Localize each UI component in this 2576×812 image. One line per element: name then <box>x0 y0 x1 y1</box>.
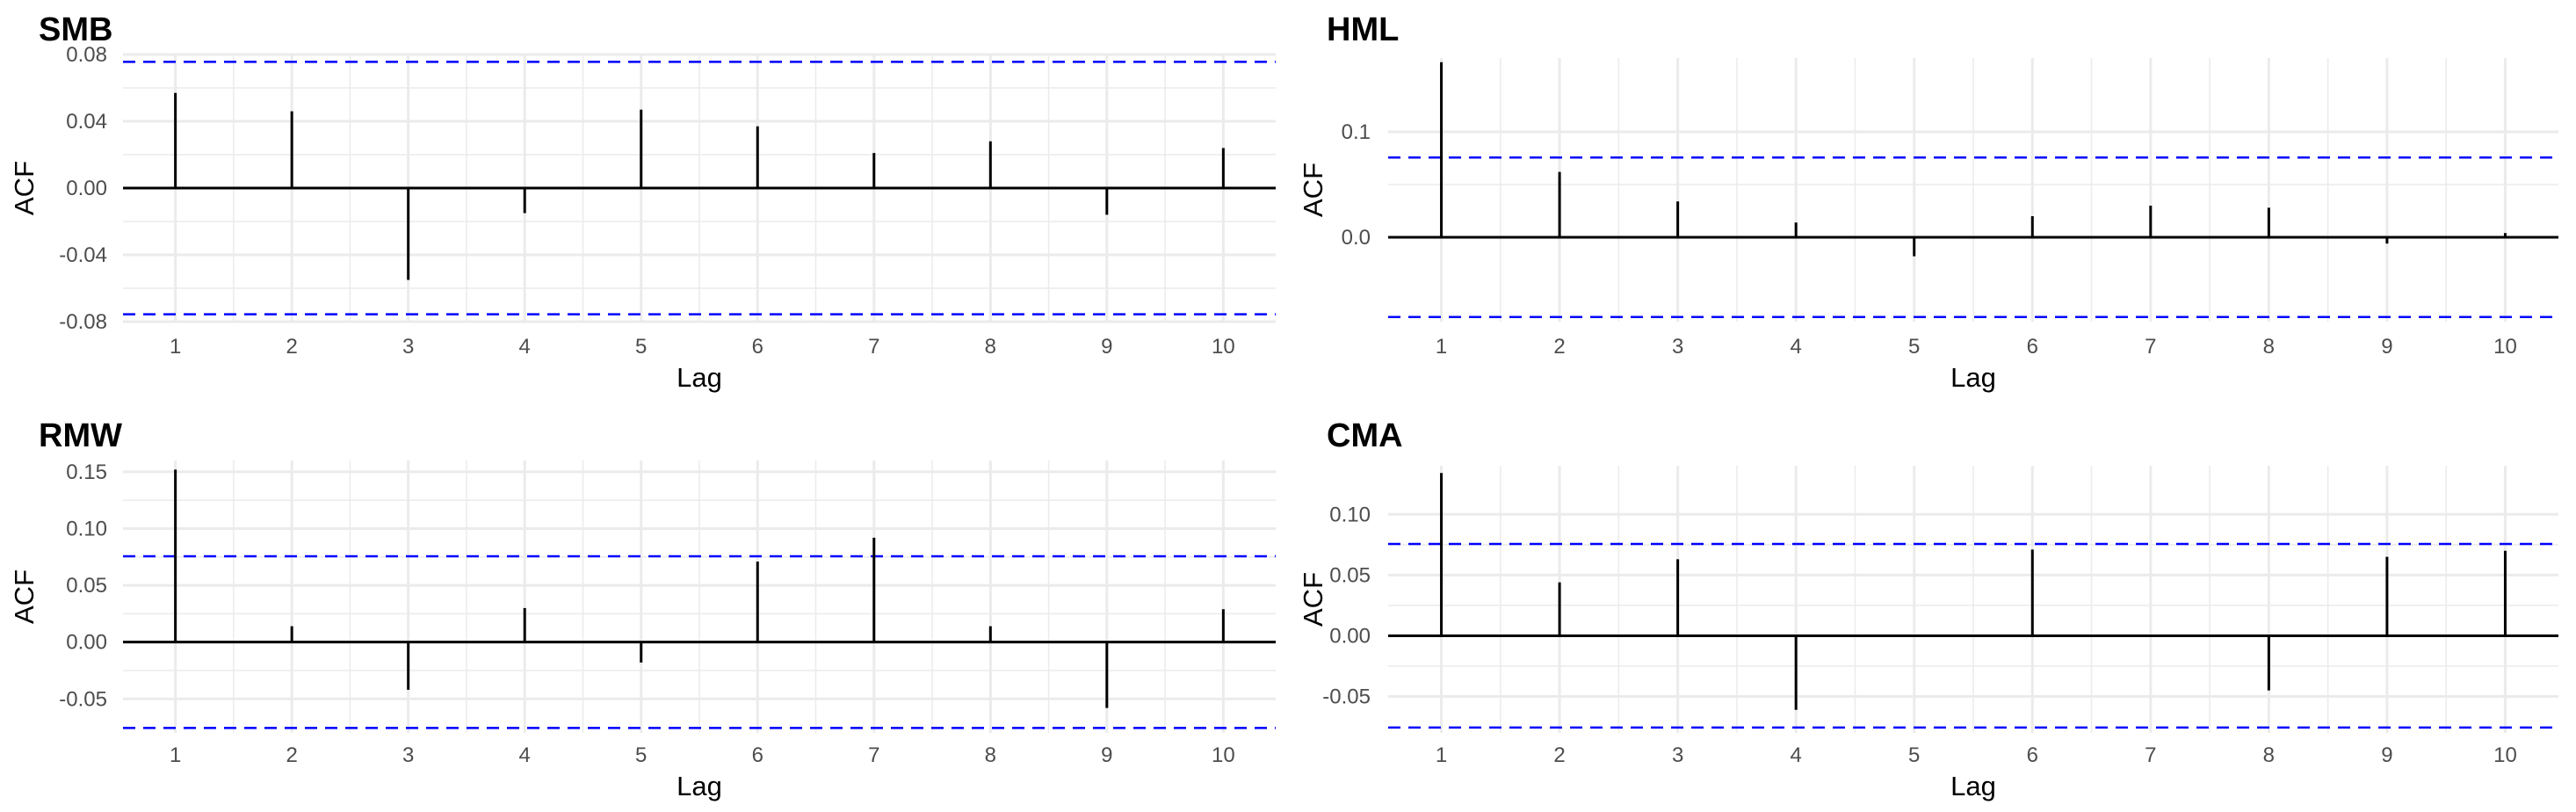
x-axis-label: Lag <box>677 362 722 393</box>
y-tick-label: 0.10 <box>1329 503 1371 526</box>
x-axis-label: Lag <box>1950 362 1996 393</box>
x-tick-label: 1 <box>170 335 181 359</box>
panel-hml: 0.0 0.1 1 2 3 4 5 6 7 8 9 10 HML Lag ACF <box>1298 11 2558 393</box>
y-tick-label: 0.04 <box>66 110 107 134</box>
panel-title: RMW <box>39 417 122 454</box>
x-tick-label: 1 <box>1436 743 1447 767</box>
x-tick-label: 7 <box>2145 743 2156 767</box>
x-tick-label: 3 <box>1672 335 1683 359</box>
y-tick-label: 0.00 <box>66 631 107 655</box>
x-tick-label: 8 <box>2263 335 2275 359</box>
x-tick-label: 10 <box>1212 335 1235 359</box>
x-tick-label: 9 <box>2381 743 2392 767</box>
x-tick-label: 9 <box>1101 743 1112 767</box>
x-tick-label: 3 <box>402 743 414 767</box>
x-tick-label: 2 <box>286 335 297 359</box>
y-tick-label: 0.15 <box>66 460 107 484</box>
y-tick-label: 0.1 <box>1342 120 1371 144</box>
y-tick-label: 0.05 <box>1329 563 1371 587</box>
y-tick-label: -0.04 <box>59 243 107 267</box>
x-axis-label: Lag <box>1950 771 1996 801</box>
x-tick-label: 7 <box>868 335 879 359</box>
x-tick-label: 4 <box>519 335 531 359</box>
x-tick-label: 2 <box>1553 743 1565 767</box>
x-tick-label: 6 <box>752 335 763 359</box>
x-tick-label: 10 <box>2493 335 2517 359</box>
x-tick-label: 9 <box>1101 335 1112 359</box>
panel-title: SMB <box>39 11 112 48</box>
y-tick-label: 0.0 <box>1342 226 1371 250</box>
x-tick-label: 7 <box>2145 335 2156 359</box>
x-tick-label: 6 <box>2027 743 2038 767</box>
y-tick-label: -0.05 <box>1322 685 1371 709</box>
panel-rmw: -0.05 0.00 0.05 0.10 0.15 1 2 3 4 5 6 7 8 9 10 RMW Lag AC… <box>9 417 1276 801</box>
x-tick-label: 9 <box>2381 335 2392 359</box>
x-tick-label: 5 <box>1908 743 1920 767</box>
y-tick-label: 0.08 <box>66 43 107 67</box>
x-tick-label: 3 <box>402 335 414 359</box>
x-axis-label: Lag <box>677 771 722 801</box>
x-tick-label: 4 <box>519 743 531 767</box>
x-tick-label: 8 <box>985 335 996 359</box>
y-axis-label: ACF <box>1298 163 1328 217</box>
y-tick-label: 0.10 <box>66 518 107 541</box>
panel-cma: -0.05 0.00 0.05 0.10 1 2 3 4 5 6 7 8 9 10 CMA Lag ACF <box>1298 417 2558 801</box>
y-axis-label: ACF <box>9 569 40 624</box>
x-tick-label: 4 <box>1791 335 1802 359</box>
x-tick-label: 5 <box>1908 335 1920 359</box>
y-tick-label: 0.00 <box>66 177 107 200</box>
x-tick-label: 8 <box>985 743 996 767</box>
x-tick-label: 1 <box>170 743 181 767</box>
panel-smb: -0.08 -0.04 0.00 0.04 0.08 1 2 3 4 5 6 7 8 9 10 SMB Lag A… <box>9 11 1276 393</box>
y-tick-label: 0.00 <box>1329 624 1371 648</box>
x-tick-label: 5 <box>635 743 647 767</box>
panel-title: CMA <box>1327 417 1403 454</box>
x-tick-label: 2 <box>1553 335 1565 359</box>
x-tick-label: 6 <box>752 743 763 767</box>
y-axis-label: ACF <box>9 161 40 215</box>
x-tick-label: 7 <box>868 743 879 767</box>
y-axis-label: ACF <box>1298 572 1328 627</box>
x-tick-label: 2 <box>286 743 297 767</box>
x-tick-label: 5 <box>635 335 647 359</box>
x-tick-label: 3 <box>1672 743 1683 767</box>
y-tick-label: -0.08 <box>59 310 107 334</box>
x-tick-label: 10 <box>2493 743 2517 767</box>
y-tick-label: 0.05 <box>66 574 107 598</box>
x-tick-label: 4 <box>1791 743 1802 767</box>
panel-title: HML <box>1327 11 1399 48</box>
x-tick-label: 1 <box>1436 335 1447 359</box>
y-tick-label: -0.05 <box>59 687 107 711</box>
x-tick-label: 10 <box>1212 743 1235 767</box>
x-tick-label: 8 <box>2263 743 2275 767</box>
x-tick-label: 6 <box>2027 335 2038 359</box>
